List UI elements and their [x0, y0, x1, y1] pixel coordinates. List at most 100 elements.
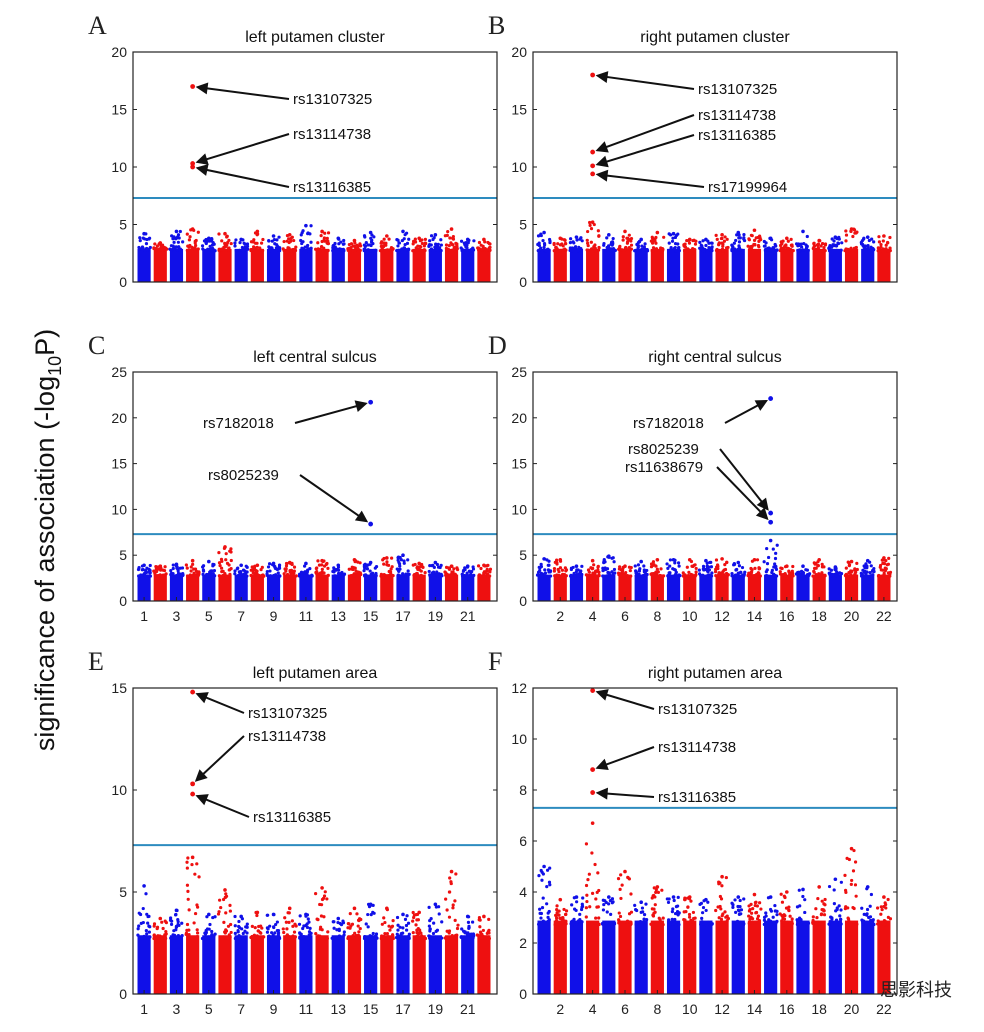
snp-point	[597, 573, 601, 577]
snp-point	[466, 241, 470, 245]
snp-point	[321, 574, 325, 578]
snp-points	[137, 223, 492, 282]
snp-point	[172, 240, 176, 244]
snp-point	[548, 866, 552, 870]
snp-point	[616, 876, 621, 881]
snp-point	[411, 930, 415, 935]
snp-point	[187, 928, 191, 932]
snp-point	[325, 936, 329, 941]
chromosome-band-9	[666, 574, 681, 601]
snp-point	[811, 915, 815, 919]
snp-point	[771, 915, 775, 919]
snp-point	[463, 931, 467, 935]
snp-point	[277, 574, 282, 578]
snp-point	[805, 245, 809, 249]
snp-point	[285, 927, 289, 931]
snp-point-peak	[368, 902, 373, 907]
x-tick-label: 1	[140, 1001, 148, 1017]
snp-point	[224, 248, 228, 253]
chromosome-band-18	[412, 248, 426, 282]
snp-point	[572, 241, 576, 245]
snp-point	[184, 931, 189, 935]
snp-point-peak	[482, 914, 486, 919]
snp-point	[849, 882, 853, 886]
snp-point	[552, 242, 556, 247]
snp-point	[238, 936, 242, 940]
snp-point	[347, 567, 351, 571]
snp-point-peak	[271, 234, 276, 238]
panel-letter: B	[488, 11, 505, 40]
snp-point-peak	[671, 895, 676, 899]
chromosome-band-7	[634, 574, 648, 601]
snp-point-peak	[255, 229, 260, 234]
snp-point	[227, 246, 231, 250]
snp-point	[543, 920, 547, 924]
snp-point	[488, 567, 493, 571]
snp-point	[402, 574, 406, 578]
snp-point-peak	[207, 236, 211, 241]
snp-point	[325, 239, 329, 243]
snp-point	[852, 906, 856, 911]
snp-point	[651, 913, 655, 917]
snp-point	[864, 920, 868, 924]
snp-point	[381, 558, 385, 562]
snp-point	[717, 571, 721, 575]
snp-point	[162, 245, 166, 249]
snp-point	[737, 912, 741, 917]
snp-point	[834, 574, 838, 578]
x-tick-label: 2	[556, 1001, 564, 1017]
snp-point	[717, 241, 721, 245]
annotation-arrowhead	[194, 769, 208, 782]
snp-point	[406, 572, 410, 576]
snp-point	[188, 248, 192, 253]
snp-point	[859, 240, 863, 245]
snp-point-peak	[304, 561, 308, 566]
snp-point	[152, 924, 156, 928]
snp-point	[607, 902, 611, 906]
x-tick-label: 1	[140, 608, 148, 624]
snp-point	[563, 238, 567, 242]
snp-point	[235, 936, 239, 940]
snp-point	[542, 242, 547, 246]
snp-point	[294, 245, 298, 249]
snp-point	[618, 914, 623, 919]
snp-point	[603, 899, 607, 903]
snp-point-peak	[142, 231, 146, 236]
snp-point	[428, 936, 432, 940]
snp-point	[351, 934, 355, 938]
snp-point	[835, 906, 839, 910]
snp-point-peak	[590, 821, 595, 825]
snp-point	[846, 917, 851, 921]
snp-point	[844, 248, 848, 252]
snp-point	[439, 249, 443, 253]
snp-point	[547, 909, 551, 914]
snp-point	[725, 237, 729, 241]
snp-point	[137, 247, 142, 251]
snp-point	[624, 245, 628, 250]
chromosome-band-19	[428, 248, 442, 282]
snp-point	[210, 243, 215, 247]
snp-point	[867, 238, 871, 243]
snp-point-peak	[687, 237, 692, 242]
snp-point	[374, 565, 379, 569]
snp-point	[423, 241, 427, 245]
snp-point	[419, 573, 423, 578]
snp-point	[161, 926, 165, 931]
snp-point	[570, 246, 574, 250]
y-tick-label: 5	[119, 884, 127, 900]
snp-point-peak	[465, 564, 470, 568]
snp-point	[196, 230, 200, 234]
snp-point	[406, 569, 410, 573]
snp-point	[820, 241, 825, 246]
snp-point	[369, 236, 373, 240]
snp-point	[455, 926, 460, 931]
snp-point	[747, 571, 751, 575]
snp-point	[174, 245, 178, 249]
snp-point	[869, 892, 873, 897]
snp-point	[268, 574, 272, 578]
snp-point	[396, 573, 400, 577]
x-tick-label: 20	[844, 1001, 860, 1017]
snp-point	[332, 926, 336, 930]
snp-point	[431, 931, 436, 936]
